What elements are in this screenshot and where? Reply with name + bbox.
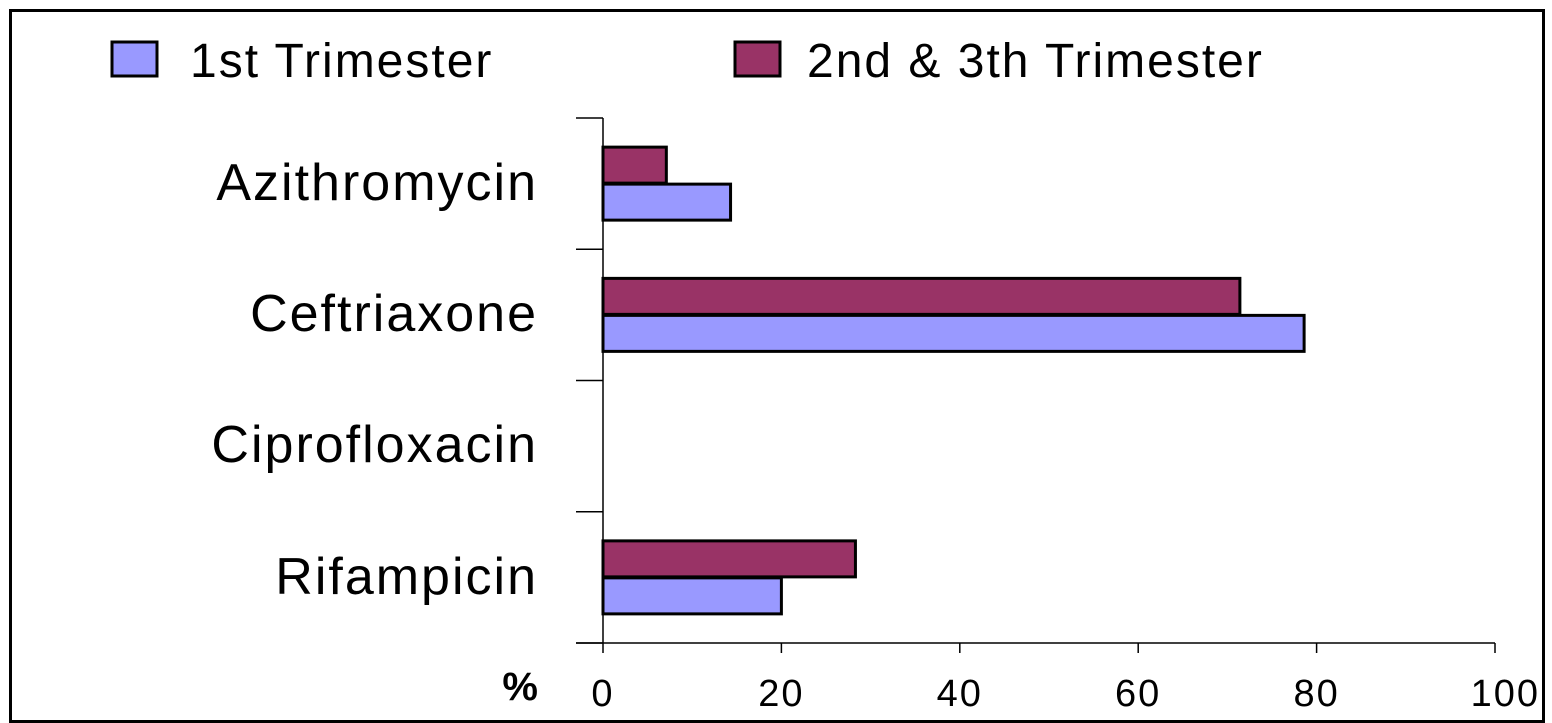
x-tick-label: 80 bbox=[1293, 673, 1339, 715]
legend: 1st Trimester 2nd & 3th Trimester bbox=[110, 35, 1264, 88]
legend-label-series-2: 2nd & 3th Trimester bbox=[807, 35, 1264, 88]
bar-rifampicin-series-2 bbox=[601, 539, 857, 579]
bars bbox=[601, 145, 1306, 616]
category-label-rifampicin: Rifampicin bbox=[275, 548, 538, 606]
x-tick-label: 100 bbox=[1471, 673, 1540, 715]
x-tick-label: 20 bbox=[758, 673, 804, 715]
category-label-azithromycin: Azithromycin bbox=[216, 154, 538, 212]
bar-azithromycin-series-2 bbox=[601, 145, 668, 185]
legend-label-series-1: 1st Trimester bbox=[190, 35, 493, 88]
x-axis-ticks: 0 20 40 60 80 100 bbox=[591, 643, 1540, 715]
axes bbox=[576, 117, 1495, 644]
bar-ceftriaxone-series-1 bbox=[601, 313, 1306, 353]
legend-swatch-series-1 bbox=[110, 40, 159, 78]
category-label-ciprofloxacin: Ciprofloxacin bbox=[211, 416, 538, 474]
x-tick-label: 0 bbox=[591, 673, 614, 715]
bar-rifampicin-series-1 bbox=[601, 576, 783, 616]
x-axis-unit-label: % bbox=[502, 665, 538, 709]
category-label-ceftriaxone: Ceftriaxone bbox=[250, 285, 538, 343]
x-tick-label: 40 bbox=[937, 673, 983, 715]
bar-ceftriaxone-series-2 bbox=[601, 276, 1242, 316]
x-tick-label: 60 bbox=[1115, 673, 1161, 715]
bar-azithromycin-series-1 bbox=[601, 182, 733, 222]
category-labels: Azithromycin Ceftriaxone Ciprofloxacin R… bbox=[211, 154, 538, 606]
legend-swatch-series-2 bbox=[733, 40, 782, 78]
